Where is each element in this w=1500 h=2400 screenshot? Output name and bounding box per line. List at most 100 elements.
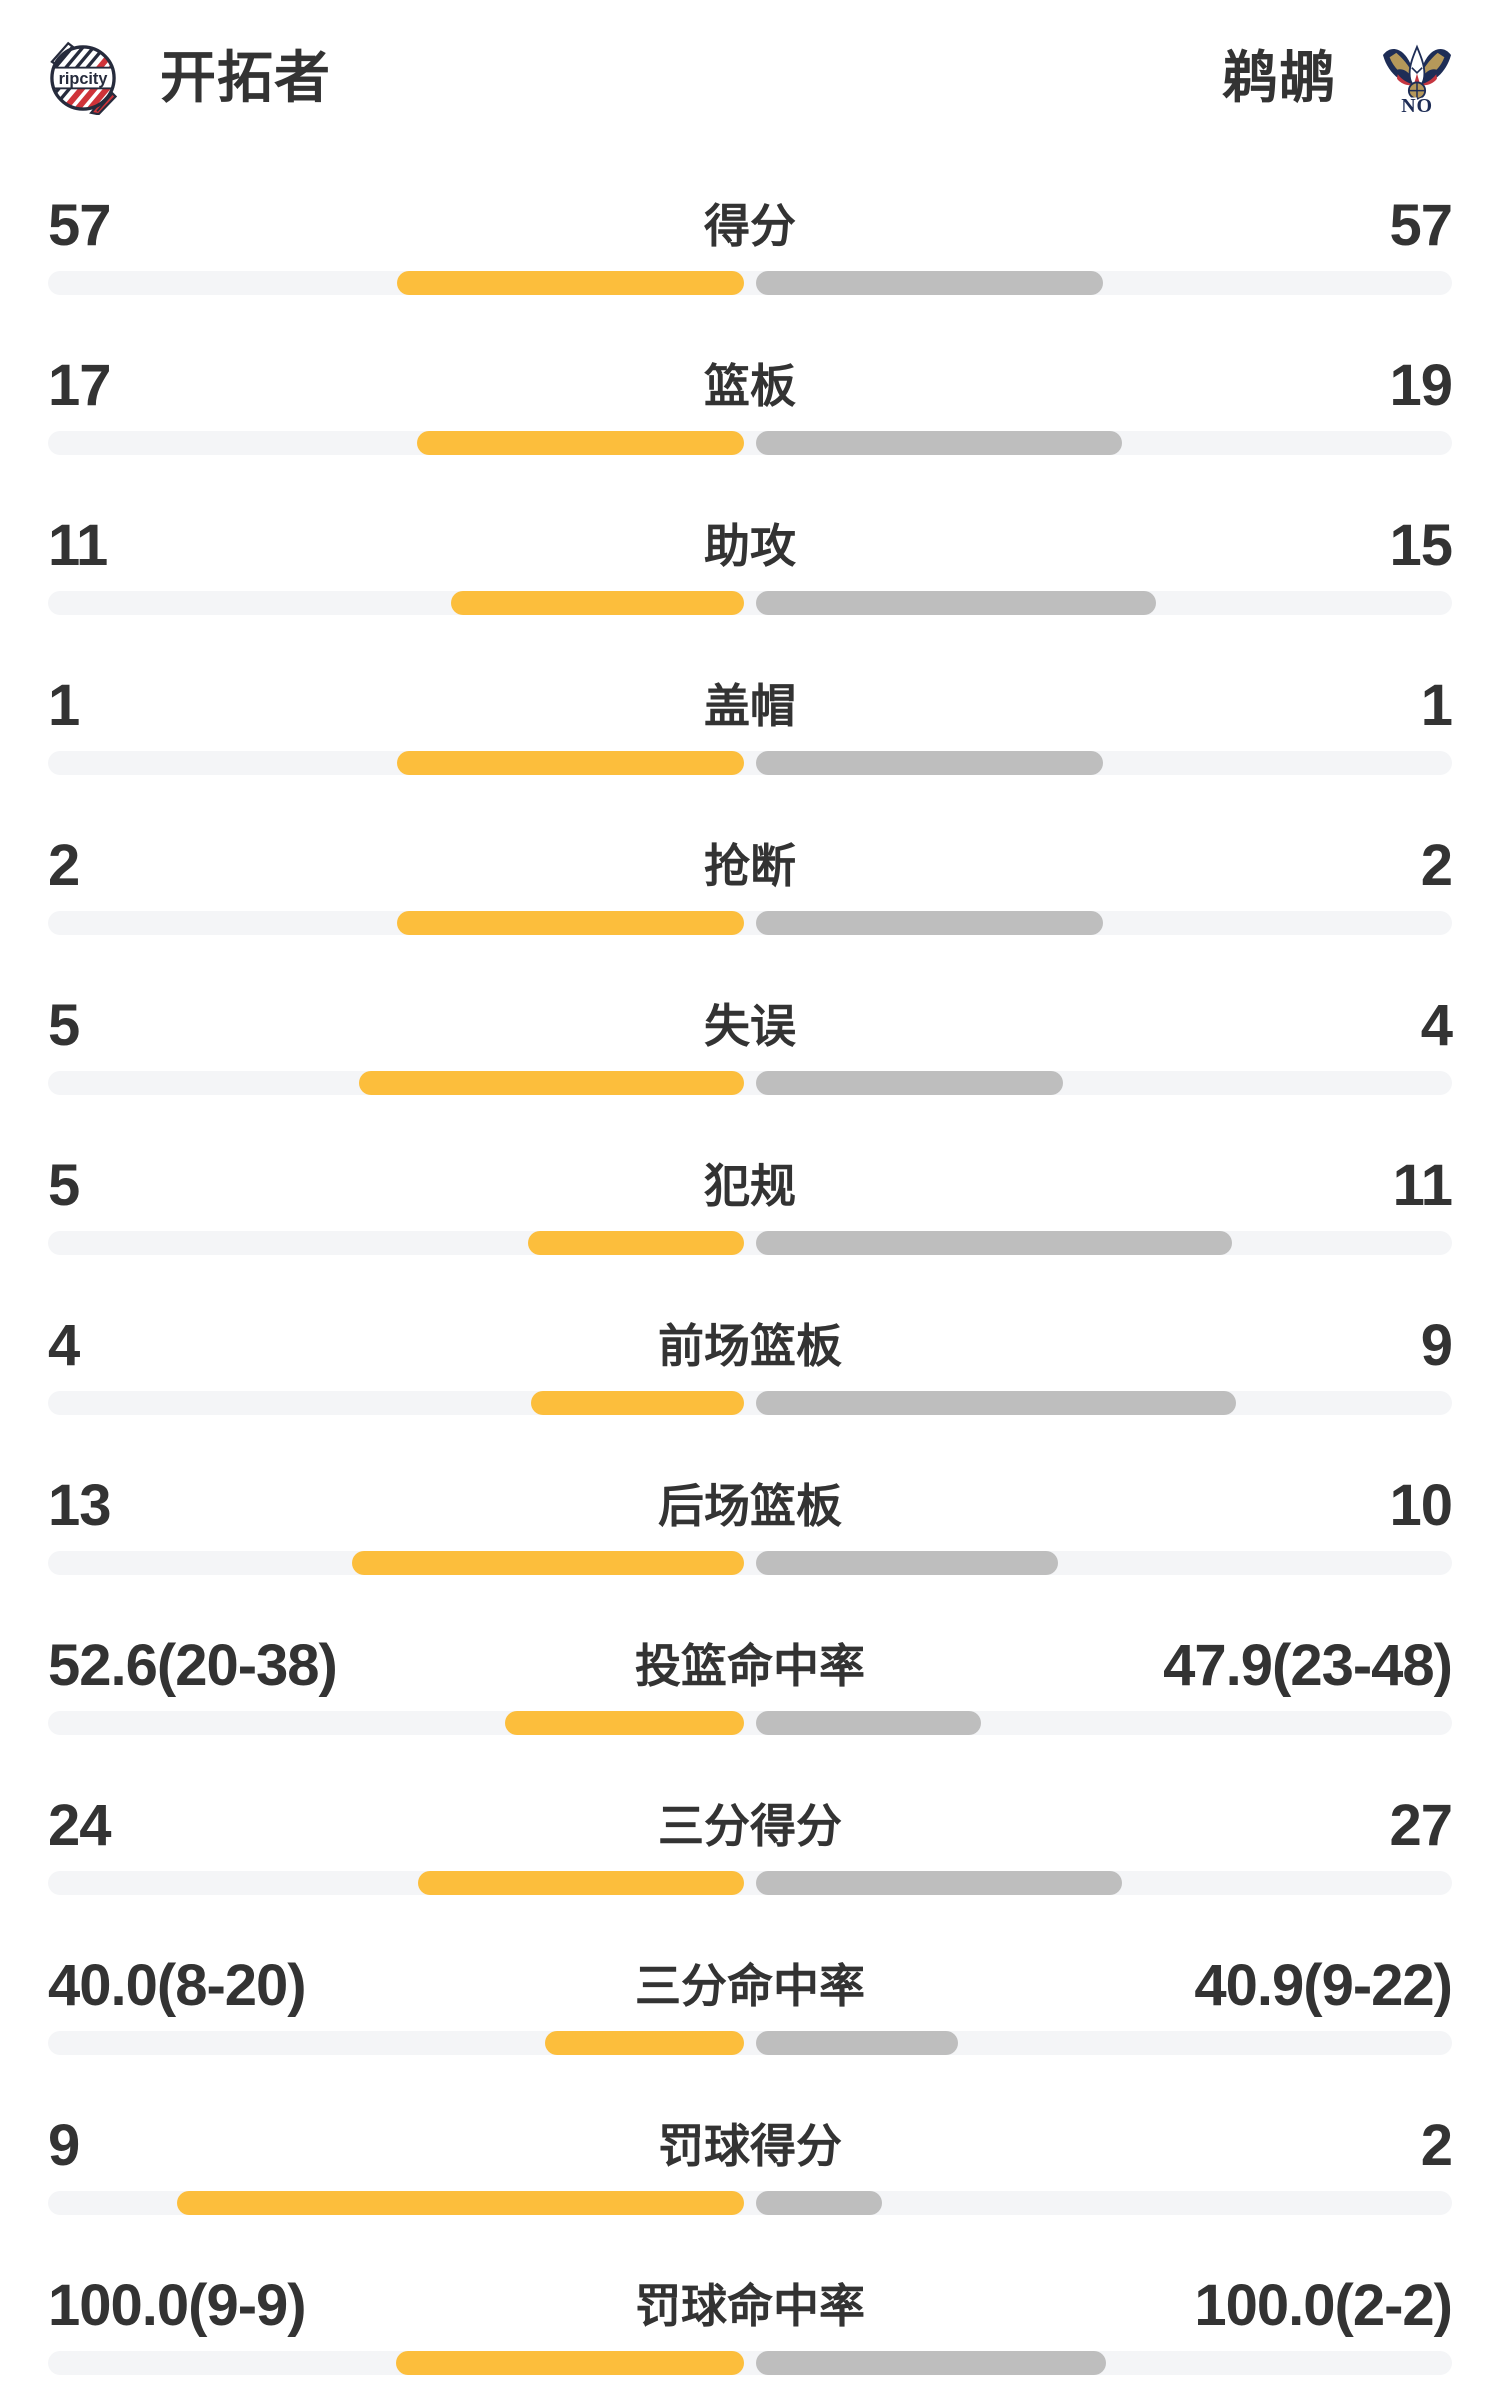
stat-line: 2 抢断 2 (48, 832, 1453, 900)
bar-track (48, 1551, 1452, 1575)
stat-line: 1 盖帽 1 (48, 672, 1453, 740)
home-value: 17 (48, 353, 112, 418)
stat-line: 5 失误 4 (48, 992, 1453, 1060)
stat-line: 40.0(8-20) 三分命中率 40.9(9-22) (48, 1952, 1453, 2020)
away-value: 40.9(9-22) (1194, 1953, 1453, 2018)
bar-track (48, 2191, 1452, 2215)
home-value: 5 (48, 993, 80, 1058)
bar-track (48, 2351, 1452, 2375)
stat-label: 失误 (704, 1000, 796, 1052)
away-bar (756, 431, 1123, 455)
stat-label: 得分 (704, 200, 796, 252)
away-team-name: 鹈鹕 (1222, 46, 1336, 109)
away-value: 2 (1420, 833, 1453, 898)
home-bar (544, 2031, 744, 2055)
stat-row: 13 后场篮板 10 (0, 1426, 1500, 1586)
svg-text:ripcity: ripcity (59, 70, 108, 88)
away-bar (756, 1711, 981, 1735)
away-value: 2 (1420, 2113, 1453, 2178)
stat-line: 13 后场篮板 10 (48, 1472, 1453, 1540)
bar-track (48, 271, 1452, 295)
stat-row: 100.0(9-9) 罚球命中率 100.0(2-2) (0, 2226, 1500, 2386)
stat-label: 前场篮板 (658, 1320, 842, 1372)
stat-row: 9 罚球得分 2 (0, 2066, 1500, 2226)
stat-label: 罚球得分 (658, 2120, 842, 2172)
away-team: 鹈鹕 NO (1222, 40, 1454, 119)
away-value: 9 (1420, 1313, 1453, 1378)
away-value: 1 (1420, 673, 1453, 738)
home-bar (418, 1871, 744, 1895)
stat-line: 5 犯规 11 (48, 1152, 1453, 1220)
stat-label: 投篮命中率 (635, 1640, 865, 1692)
stat-label: 罚球命中率 (635, 2280, 865, 2332)
home-bar (505, 1711, 744, 1735)
home-bar (527, 1231, 744, 1255)
away-value: 27 (1389, 1793, 1453, 1858)
away-value: 100.0(2-2) (1194, 2273, 1453, 2338)
home-team: ripcity 开拓者 (46, 40, 331, 116)
home-value: 57 (48, 193, 112, 258)
away-value: 47.9(23-48) (1163, 1633, 1453, 1698)
away-value: 15 (1389, 513, 1453, 578)
home-value: 4 (48, 1313, 80, 1378)
bar-track (48, 911, 1452, 935)
stat-row: 11 助攻 15 (0, 466, 1500, 626)
bar-track (48, 431, 1452, 455)
home-bar (397, 271, 744, 295)
away-bar (756, 1871, 1123, 1895)
stat-row: 4 前场篮板 9 (0, 1266, 1500, 1426)
stat-row: 2 抢断 2 (0, 786, 1500, 946)
bar-track (48, 751, 1452, 775)
stat-label: 三分得分 (658, 1800, 842, 1852)
home-value: 9 (48, 2113, 80, 2178)
stat-line: 9 罚球得分 2 (48, 2112, 1453, 2180)
away-bar (756, 591, 1157, 615)
away-value: 4 (1420, 993, 1453, 1058)
home-value: 2 (48, 833, 80, 898)
away-bar (756, 1391, 1237, 1415)
stat-label: 后场篮板 (658, 1480, 842, 1532)
home-value: 11 (48, 513, 108, 578)
away-bar (756, 2031, 959, 2055)
home-value: 100.0(9-9) (48, 2273, 307, 2338)
trail-blazers-ripcity-logo-icon: ripcity (46, 41, 120, 116)
stat-line: 100.0(9-9) 罚球命中率 100.0(2-2) (48, 2272, 1453, 2340)
home-value: 52.6(20-38) (48, 1633, 338, 1698)
stat-row: 40.0(8-20) 三分命中率 40.9(9-22) (0, 1906, 1500, 2066)
stats-list: 57 得分 57 17 篮板 19 11 助攻 15 (0, 146, 1500, 2386)
away-value: 19 (1389, 353, 1453, 418)
away-bar (756, 271, 1103, 295)
away-value: 57 (1389, 193, 1453, 258)
home-value: 24 (48, 1793, 112, 1858)
stat-line: 17 篮板 19 (48, 352, 1453, 420)
home-value: 40.0(8-20) (48, 1953, 307, 2018)
away-bar (756, 751, 1103, 775)
stat-row: 1 盖帽 1 (0, 626, 1500, 786)
stat-line: 52.6(20-38) 投篮命中率 47.9(23-48) (48, 1632, 1453, 1700)
away-bar (756, 1231, 1232, 1255)
bar-track (48, 1071, 1452, 1095)
away-bar (756, 1071, 1064, 1095)
home-bar (530, 1391, 744, 1415)
away-bar (756, 1551, 1058, 1575)
stat-line: 24 三分得分 27 (48, 1792, 1453, 1860)
bar-track (48, 1871, 1452, 1895)
home-bar (450, 591, 744, 615)
stat-row: 17 篮板 19 (0, 306, 1500, 466)
home-bar (352, 1551, 744, 1575)
stat-label: 篮板 (704, 360, 796, 412)
home-bar (397, 751, 744, 775)
bar-track (48, 591, 1452, 615)
home-value: 13 (48, 1473, 112, 1538)
stat-row: 52.6(20-38) 投篮命中率 47.9(23-48) (0, 1586, 1500, 1746)
home-bar (397, 911, 744, 935)
stat-label: 三分命中率 (635, 1960, 865, 2012)
bar-track (48, 1711, 1452, 1735)
home-value: 1 (48, 673, 80, 738)
away-bar (756, 2191, 883, 2215)
stat-line: 11 助攻 15 (48, 512, 1453, 580)
home-bar (359, 1071, 744, 1095)
bar-track (48, 1231, 1452, 1255)
home-bar (416, 431, 744, 455)
svg-text:NO: NO (1401, 95, 1432, 115)
